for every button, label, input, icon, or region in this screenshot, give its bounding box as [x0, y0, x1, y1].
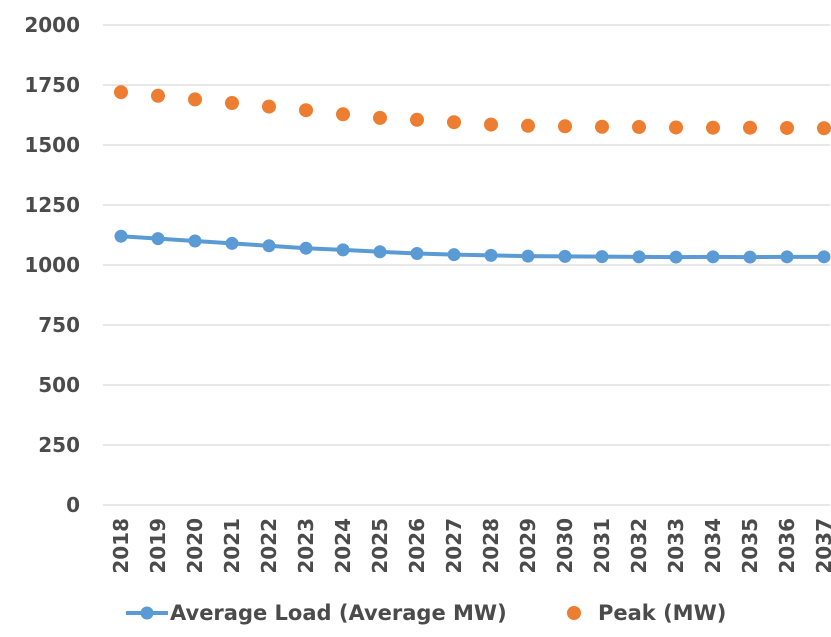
x-tick-label: 2018 — [109, 518, 133, 574]
data-point — [299, 241, 313, 255]
y-tick-label: 500 — [38, 373, 80, 397]
data-point — [521, 249, 535, 263]
data-point — [743, 250, 757, 264]
x-tick-label: 2032 — [627, 518, 651, 574]
legend-point-marker — [140, 606, 154, 620]
data-point — [151, 88, 165, 103]
x-axis: 2018 2019 2020 2021 2022 2023 2024 2025 2026 2027… — [109, 518, 831, 574]
data-point — [188, 234, 202, 248]
data-point — [336, 107, 350, 122]
data-point — [114, 229, 128, 243]
data-point — [484, 117, 498, 132]
data-point — [780, 120, 794, 135]
data-point — [558, 119, 572, 134]
gridlines — [103, 24, 830, 506]
x-tick-label: 2030 — [553, 518, 577, 574]
data-point — [706, 120, 720, 135]
data-point — [632, 120, 646, 134]
data-point — [595, 119, 609, 134]
series-0 — [114, 229, 831, 264]
x-tick-label: 2027 — [442, 518, 466, 574]
plot-area — [114, 85, 831, 264]
x-tick-label: 2034 — [701, 518, 725, 574]
data-point — [410, 246, 424, 260]
x-tick-label: 2026 — [405, 518, 429, 574]
y-tick-label: 1750 — [24, 73, 80, 97]
x-tick-label: 2020 — [183, 518, 207, 574]
data-point — [632, 250, 646, 264]
y-tick-label: 0 — [66, 493, 80, 517]
legend-label: Average Load (Average MW) — [170, 601, 507, 625]
legend-label: Peak (MW) — [598, 601, 726, 625]
y-tick-label: 250 — [38, 433, 80, 457]
y-tick-label: 1250 — [24, 193, 80, 217]
x-tick-label: 2024 — [331, 518, 355, 574]
data-point — [669, 120, 683, 135]
data-point — [817, 121, 831, 136]
data-point — [225, 236, 239, 250]
data-point — [558, 249, 572, 263]
series-1 — [114, 85, 831, 136]
x-tick-label: 2033 — [664, 518, 688, 574]
x-tick-label: 2019 — [146, 518, 170, 574]
data-point — [262, 99, 276, 114]
data-point — [484, 248, 498, 262]
data-point — [669, 250, 683, 264]
x-tick-label: 2025 — [368, 518, 392, 574]
data-point — [817, 250, 831, 264]
data-point — [373, 245, 387, 259]
y-tick-label: 750 — [38, 313, 80, 337]
data-point — [299, 103, 313, 118]
legend: Average Load (Average MW) Peak (MW) — [126, 601, 726, 625]
data-point — [114, 85, 128, 100]
legend-item: Peak (MW) — [567, 601, 726, 625]
data-point — [262, 239, 276, 253]
x-tick-label: 2029 — [516, 518, 540, 574]
data-point — [447, 115, 461, 130]
x-tick-label: 2037 — [812, 518, 831, 574]
y-axis: 0 250 500 750 1000 1250 1500 1750 2000 — [24, 13, 80, 517]
y-tick-label: 1000 — [24, 253, 80, 277]
data-point — [336, 243, 350, 257]
legend-point-marker — [567, 606, 581, 620]
data-point — [225, 96, 239, 110]
y-tick-label: 1500 — [24, 133, 80, 157]
data-point — [410, 112, 424, 127]
x-tick-label: 2022 — [257, 518, 281, 574]
data-point — [706, 250, 720, 264]
x-tick-label: 2023 — [294, 518, 318, 574]
data-point — [521, 118, 535, 133]
x-tick-label: 2028 — [479, 518, 503, 574]
y-tick-label: 2000 — [24, 13, 80, 37]
data-point — [743, 120, 757, 135]
x-tick-label: 2036 — [775, 518, 799, 574]
data-point — [447, 248, 461, 262]
x-tick-label: 2031 — [590, 518, 614, 574]
data-point — [188, 92, 202, 107]
legend-item: Average Load (Average MW) — [126, 601, 507, 625]
data-point — [595, 250, 609, 264]
x-tick-label: 2021 — [220, 518, 244, 574]
x-tick-label: 2035 — [738, 518, 762, 574]
data-point — [780, 250, 794, 264]
data-point — [151, 232, 165, 246]
data-point — [373, 110, 387, 125]
